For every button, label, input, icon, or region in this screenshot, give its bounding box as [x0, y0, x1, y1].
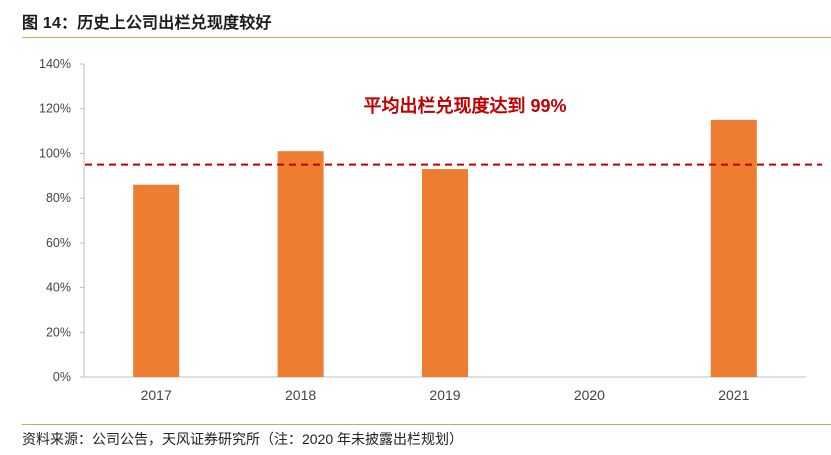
- bar-2019: [422, 169, 468, 377]
- title-divider: [22, 37, 831, 38]
- y-tick-label: 60%: [46, 236, 71, 250]
- bar-2021: [710, 119, 757, 378]
- figure-title: 图 14：历史上公司出栏兑现度较好: [22, 15, 272, 32]
- y-tick-label: 120%: [39, 102, 71, 116]
- bars: [133, 119, 757, 378]
- y-tick-label: 20%: [46, 325, 71, 339]
- y-tick-label: 140%: [39, 57, 71, 71]
- y-tick-label: 40%: [46, 281, 71, 295]
- x-tick-label: 2020: [574, 387, 605, 403]
- bar-2017: [133, 184, 180, 377]
- y-tick-label: 80%: [46, 191, 71, 205]
- y-tick-label: 100%: [39, 146, 71, 160]
- x-tick-label: 2019: [429, 387, 460, 403]
- x-tick-label: 2021: [718, 387, 749, 403]
- y-axis-ticks: 0% 20% 40% 60% 80% 100% 120% 140%: [39, 57, 84, 384]
- bar-2018: [277, 151, 324, 377]
- source-note: 资料来源：公司公告，天风证券研究所（注：2020 年未披露出栏规划）: [22, 431, 464, 447]
- y-tick-label: 0%: [53, 370, 71, 384]
- average-annotation: 平均出栏兑现度达到 99%: [363, 95, 566, 116]
- x-axis-ticks: 2017 2018 2019 2020 2021: [141, 387, 750, 403]
- x-tick-label: 2017: [141, 387, 172, 403]
- x-tick-label: 2018: [285, 387, 316, 403]
- source-divider: [22, 424, 831, 425]
